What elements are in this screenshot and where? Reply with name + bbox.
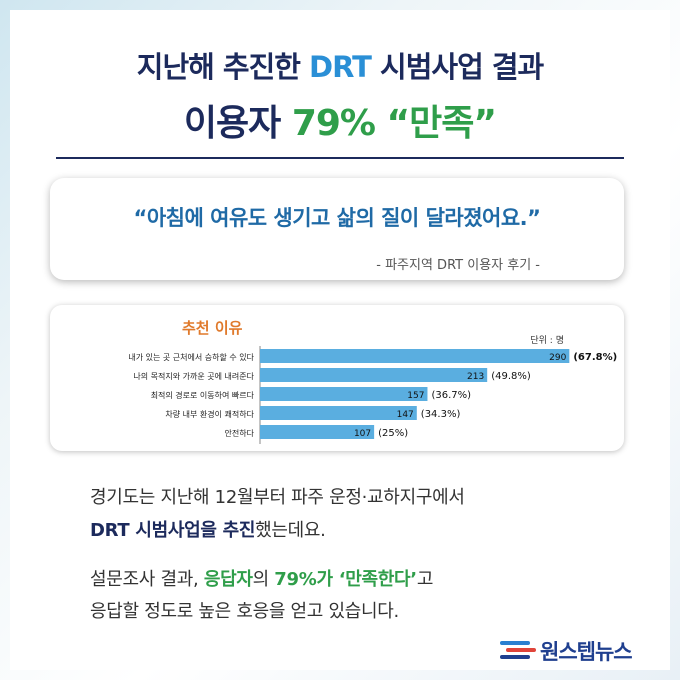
category-label: 차량 내부 환경이 쾌적하다: [165, 409, 254, 419]
bar-percent-label: (67.8%): [573, 352, 617, 363]
bar-value-label: 107: [354, 429, 371, 439]
bar-value-label: 213: [467, 372, 484, 382]
bar-percent-label: (49.8%): [491, 371, 531, 382]
quote-box: “아침에 여유도 생기고 삶의 질이 달라졌어요.” - 파주지역 DRT 이용…: [50, 178, 624, 280]
bar-percent-label: (36.7%): [431, 390, 471, 401]
brand-name: 원스텝뉴스: [540, 640, 633, 664]
body-paragraph-1-line-2: DRT 시범사업을 추진했는데요.: [90, 520, 326, 541]
bar-value-label: 147: [397, 410, 414, 420]
body-paragraph-2-line-2: 응답할 정도로 높은 호응을 얻고 있습니다.: [90, 601, 399, 622]
category-label: 내가 있는 곳 근처에서 승하할 수 있다: [128, 352, 254, 362]
bar: [260, 387, 428, 401]
quote-text: “아침에 여유도 생기고 삶의 질이 달라졌어요.”: [133, 206, 541, 230]
bar-value-label: 157: [407, 391, 424, 401]
chart-unit: 단위 : 명: [530, 336, 564, 346]
bar: [260, 425, 375, 439]
category-label: 안전하다: [225, 428, 255, 438]
bar-percent-label: (34.3%): [421, 409, 461, 420]
category-label: 나의 목적지와 가까운 곳에 내려준다: [133, 371, 254, 381]
bar-value-label: 290: [549, 353, 566, 363]
bar: [260, 406, 417, 420]
category-label: 최적의 경로로 이동하여 빠르다: [151, 390, 255, 400]
title-line-1: 지난해 추진한 DRT 시범사업 결과: [136, 50, 544, 84]
title-divider: [56, 157, 624, 159]
title-line-2: 이용자 79% “만족”: [183, 103, 497, 144]
quote-source: - 파주지역 DRT 이용자 후기 -: [376, 258, 540, 273]
body-paragraph-2-line-1: 설문조사 결과, 응답자의 79%가 ‘만족한다’고: [90, 569, 434, 590]
bar-percent-label: (25%): [378, 428, 408, 439]
bar: [260, 349, 570, 363]
body-paragraph-1-line-1: 경기도는 지난해 12월부터 파주 운정·교하지구에서: [90, 487, 465, 508]
bar-chart: 내가 있는 곳 근처에서 승하할 수 있다 290 (67.8%) 나의 목적지와 가…: [128, 346, 617, 444]
chart-title: 추천 이유: [182, 319, 243, 337]
onestep-logo-icon: [500, 641, 536, 659]
chart-box: 추천 이유 단위 : 명 내가 있는 곳 근처에서 승하할 수 있다 290 (67…: [50, 305, 624, 451]
bar: [260, 368, 488, 382]
